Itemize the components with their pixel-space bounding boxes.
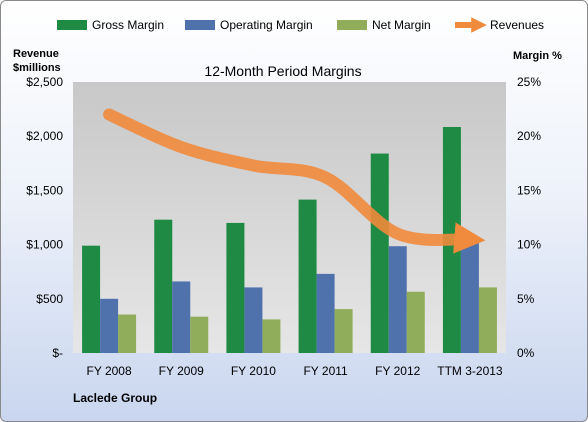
x-tick-label: FY 2008 (87, 364, 132, 378)
legend-label-revenues: Revenues (490, 18, 544, 32)
gross-margin-bar (370, 153, 389, 353)
left-tick-label: $- (52, 346, 63, 360)
net-margin-bar (478, 287, 497, 353)
x-axis-ticks: FY 2008 FY 2009 FY 2010 FY 2011 FY 2012 TTM 3… (87, 364, 503, 378)
legend-label-gross: Gross Margin (92, 18, 164, 32)
gross-margin-bar (226, 222, 245, 353)
operating-margin-bar (460, 240, 479, 353)
right-axis-title: Margin % (513, 50, 562, 62)
legend: Gross Margin Operating Margin Net Margin… (57, 17, 544, 33)
x-tick-label: FY 2010 (231, 364, 276, 378)
right-axis-ticks: 0% 5% 10% 15% 20% 25% (517, 75, 541, 360)
operating-margin-bar (172, 281, 191, 353)
operating-margin-bar (316, 273, 335, 353)
net-margin-bar (118, 314, 137, 353)
x-tick-label: FY 2012 (375, 364, 420, 378)
right-tick-label: 20% (517, 129, 541, 143)
revenues-line-group (103, 108, 486, 254)
left-axis-title-line1: Revenue (13, 48, 59, 60)
net-margin-bar (334, 309, 353, 353)
net-margin-bar (262, 319, 281, 353)
legend-swatch-net (337, 20, 367, 30)
gross-margin-bar (154, 219, 173, 353)
right-tick-label: 25% (517, 75, 541, 89)
legend-label-net: Net Margin (372, 18, 431, 32)
left-tick-label: $1,500 (26, 183, 63, 197)
revenues-line (103, 108, 486, 254)
gross-margin-bar (298, 199, 317, 353)
right-tick-label: 15% (517, 183, 541, 197)
left-tick-label: $1,000 (26, 238, 63, 252)
chart-title: 12-Month Period Margins (204, 63, 361, 79)
net-margin-bar (190, 316, 209, 353)
gross-margin-bar (82, 245, 101, 353)
legend-swatch-gross (57, 20, 87, 30)
legend-swatch-operating (185, 20, 215, 30)
legend-label-operating: Operating Margin (220, 18, 313, 32)
x-tick-label: FY 2011 (303, 364, 348, 378)
company-label: Laclede Group (73, 391, 157, 405)
x-tick-label: TTM 3-2013 (437, 364, 503, 378)
left-tick-label: $500 (36, 292, 63, 306)
x-tick-label: FY 2009 (159, 364, 204, 378)
left-tick-label: $2,000 (26, 129, 63, 143)
left-tick-label: $2,500 (26, 75, 63, 89)
bars-group (82, 126, 497, 354)
operating-margin-bar (244, 287, 263, 353)
left-axis-title-line2: $millions (13, 62, 61, 74)
right-tick-label: 10% (517, 238, 541, 252)
operating-margin-bar (388, 246, 407, 353)
left-axis-ticks: $- $500 $1,000 $1,500 $2,000 $2,500 (26, 75, 63, 360)
right-tick-label: 5% (517, 292, 535, 306)
net-margin-bar (406, 291, 425, 353)
right-tick-label: 0% (517, 346, 535, 360)
operating-margin-bar (100, 298, 119, 353)
